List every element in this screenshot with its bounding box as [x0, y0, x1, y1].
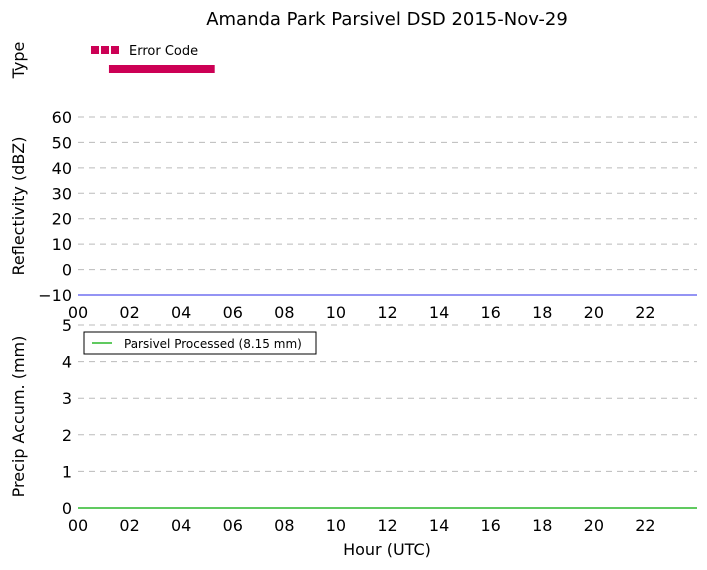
x-tick-label: 16 — [480, 516, 500, 535]
x-tick-label: 02 — [119, 303, 139, 322]
y-tick-label: 60 — [52, 108, 72, 127]
y-tick-label: 20 — [52, 210, 72, 229]
legend-marker-error-code — [91, 46, 99, 54]
y-axis-label: Reflectivity (dBZ) — [9, 137, 28, 276]
x-tick-label: 14 — [429, 303, 449, 322]
x-tick-label: 16 — [480, 303, 500, 322]
x-tick-label: 02 — [119, 516, 139, 535]
y-axis-label: Precip Accum. (mm) — [9, 336, 28, 498]
legend-label-error-code: Error Code — [129, 44, 198, 59]
x-tick-label: 08 — [274, 516, 294, 535]
legend-marker-error-code — [101, 46, 109, 54]
x-tick-label: 18 — [532, 303, 552, 322]
y-tick-label: 1 — [62, 462, 72, 481]
y-tick-label: 4 — [62, 353, 72, 372]
legend-box — [83, 331, 317, 355]
y-tick-label: 0 — [62, 499, 72, 518]
x-axis-label: Hour (UTC) — [343, 540, 431, 559]
x-tick-label: 06 — [223, 516, 243, 535]
y-tick-label: 3 — [62, 389, 72, 408]
legend-label-parsivel: Parsivel Processed (8.15 mm) — [124, 337, 302, 351]
x-tick-label: 00 — [68, 516, 88, 535]
x-tick-label: 20 — [584, 516, 604, 535]
y-tick-label: 30 — [52, 184, 72, 203]
legend-marker-error-code — [111, 46, 119, 54]
x-tick-label: 12 — [377, 303, 397, 322]
x-tick-label: 20 — [584, 303, 604, 322]
y-tick-label: 40 — [52, 159, 72, 178]
x-tick-label: 22 — [635, 516, 655, 535]
y-tick-label: 50 — [52, 133, 72, 152]
x-tick-label: 08 — [274, 303, 294, 322]
x-tick-label: 10 — [326, 303, 346, 322]
type-segment-error-code — [108, 65, 215, 73]
y-tick-label: 10 — [52, 235, 72, 254]
x-tick-label: 14 — [429, 516, 449, 535]
chart-title: Amanda Park Parsivel DSD 2015-Nov-29 — [206, 9, 568, 30]
x-tick-label: 04 — [171, 516, 191, 535]
y-tick-label: 0 — [62, 261, 72, 280]
y-axis-label-type: Type — [9, 42, 28, 80]
x-tick-label: 06 — [223, 303, 243, 322]
x-tick-label: 22 — [635, 303, 655, 322]
x-tick-label: 18 — [532, 516, 552, 535]
x-tick-label: 12 — [377, 516, 397, 535]
y-tick-label: −10 — [38, 286, 72, 305]
x-tick-label: 10 — [326, 516, 346, 535]
x-tick-label: 04 — [171, 303, 191, 322]
y-tick-label: 2 — [62, 426, 72, 445]
y-tick-label: 5 — [62, 316, 72, 335]
x-tick-label: 00 — [68, 303, 88, 322]
